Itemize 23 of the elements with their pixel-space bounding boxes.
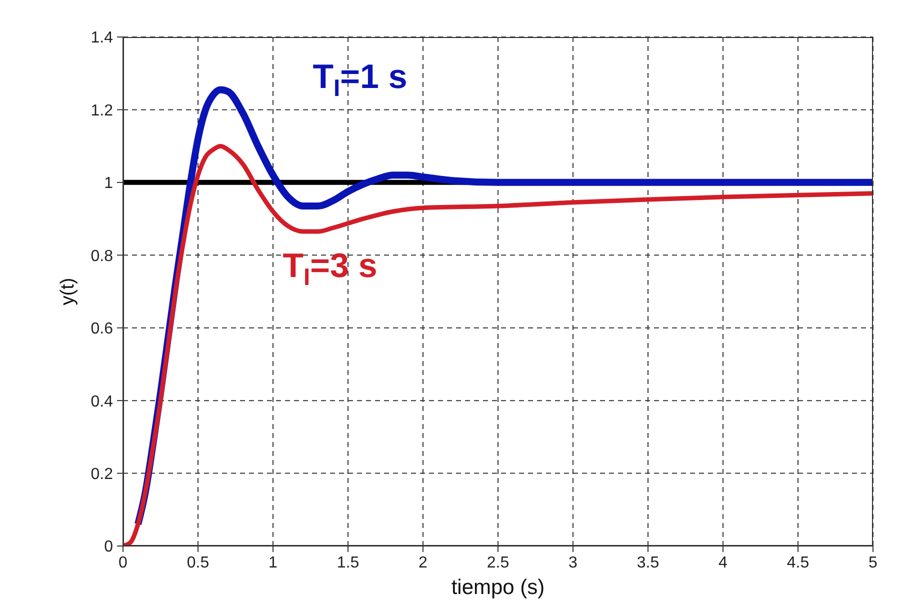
x-tick-label: 4 <box>718 554 728 572</box>
y-tick-label: 0 <box>104 538 114 556</box>
y-tick-label: 1.4 <box>90 30 114 47</box>
y-tick-label: 1.2 <box>90 102 114 120</box>
x-tick-label: 5 <box>868 554 878 572</box>
x-tick-label: 2 <box>418 554 428 572</box>
y-tick-label: 0.6 <box>90 320 114 338</box>
x-tick-label: 0.5 <box>186 554 210 572</box>
x-tick-label: 3.5 <box>636 554 660 572</box>
y-tick-label: 0.8 <box>90 248 114 265</box>
x-tick-label: 4.5 <box>786 554 810 572</box>
series-label: T$_{I}$=3 s <box>282 246 378 292</box>
x-tick-label: 2.5 <box>486 554 510 572</box>
x-tick-label: 1.5 <box>336 554 360 572</box>
x-axis-title: tiempo (s) <box>451 576 545 599</box>
y-tick-label: 0.4 <box>90 393 114 410</box>
series-label: T$_{I}$=1 s <box>312 58 408 102</box>
x-tick-label: 0 <box>118 554 128 572</box>
x-tick-label: 3 <box>568 554 578 572</box>
y-tick-label: 1 <box>104 175 114 192</box>
y-axis-title: y(t) <box>58 278 79 306</box>
x-tick-label: 1 <box>268 554 278 572</box>
y-tick-label: 0.2 <box>90 466 114 483</box>
